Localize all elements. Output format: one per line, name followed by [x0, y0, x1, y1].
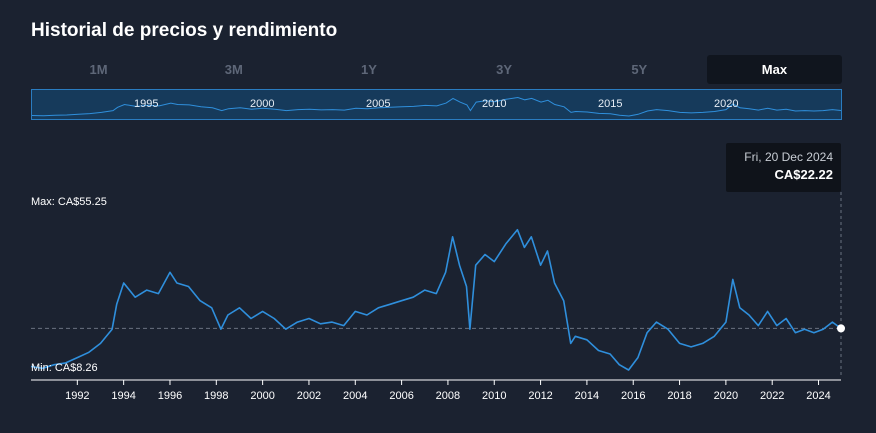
navigator-label-2005: 2005: [366, 98, 391, 110]
max-price-label: Max: CA$55.25: [31, 196, 107, 208]
navigator-label-1995: 1995: [134, 98, 159, 110]
tooltip-value: CA$22.22: [774, 167, 833, 182]
price-tooltip: Fri, 20 Dec 2024 CA$22.22: [726, 143, 841, 192]
navigator-series-line: [32, 96, 841, 117]
page-title: Historial de precios y rendimiento: [31, 20, 338, 41]
tab-max[interactable]: Max: [706, 55, 843, 84]
tab-3m[interactable]: 3M: [224, 62, 243, 77]
price-series-line: [30, 228, 842, 371]
tab-1y[interactable]: 1Y: [360, 62, 377, 77]
navigator-label-2010: 2010: [482, 98, 507, 110]
navigator-label-2020: 2020: [714, 98, 739, 110]
navigator-label-2015: 2015: [598, 98, 623, 110]
x-tick-label: 2002: [297, 390, 321, 402]
tab-3y[interactable]: 3Y: [496, 62, 513, 77]
x-tick-label: 2010: [482, 390, 506, 402]
range-navigator[interactable]: 1995 2000 2005 2010 2015 2020: [31, 89, 842, 120]
tooltip-date: Fri, 20 Dec 2024: [744, 150, 833, 164]
navigator-line: [32, 96, 841, 117]
navigator-label-2000: 2000: [250, 98, 275, 110]
x-tick-label: 1998: [204, 390, 228, 402]
x-tick-label: 2008: [436, 390, 460, 402]
x-tick-label: 2022: [760, 390, 784, 402]
range-tabs: 1M 3M 1Y 3Y 5Y Max: [31, 55, 843, 84]
x-tick-label: 2012: [528, 390, 552, 402]
tab-5y[interactable]: 5Y: [631, 62, 648, 77]
x-tick-label: 2014: [575, 390, 599, 402]
x-tick-label: 2020: [714, 390, 738, 402]
x-tick-label: 2024: [806, 390, 830, 402]
x-tick-label: 1994: [111, 390, 135, 402]
x-tick-label: 2004: [343, 390, 367, 402]
hover-point: [837, 324, 845, 333]
x-tick-label: 2000: [250, 390, 274, 402]
x-tick-label: 2018: [667, 390, 691, 402]
x-tick-label: 2006: [389, 390, 413, 402]
x-tick-label: 1996: [158, 390, 182, 402]
min-price-label: Min: CA$8.26: [31, 362, 98, 374]
x-tick-label: 1992: [65, 390, 89, 402]
x-tick-label: 2016: [621, 390, 645, 402]
tab-1m[interactable]: 1M: [89, 62, 108, 77]
